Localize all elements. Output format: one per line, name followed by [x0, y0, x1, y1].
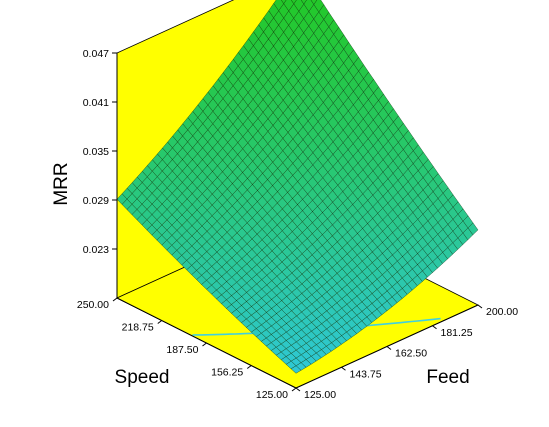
surface-cell — [303, 0, 315, 12]
feed-tick-label: 200.00 — [486, 306, 518, 318]
feed-tick-mark — [295, 387, 301, 392]
surface-cell — [313, 0, 325, 13]
z-axis-title: MRR — [51, 162, 72, 205]
surface-cell — [281, 0, 287, 4]
feed-tick-label: 143.75 — [350, 368, 382, 380]
speed-tick-label: 156.25 — [211, 367, 243, 379]
feed-tick-label: 181.25 — [441, 327, 473, 339]
tick-labels: 125.00 143.75 162.50 181.25 200.00 125.00 156.… — [77, 48, 518, 401]
feed-tick-label: 125.00 — [304, 389, 336, 401]
surface-cell — [273, 0, 284, 12]
surface-cell — [283, 0, 295, 12]
feed-tick-mark — [341, 366, 346, 371]
speed-tick-label: 187.50 — [166, 344, 198, 356]
speed-axis-title: Speed — [115, 367, 170, 388]
surface-cell — [291, 0, 297, 5]
mrr-tick-label: 0.023 — [83, 244, 109, 256]
speed-tick-label: 125.00 — [256, 389, 288, 401]
speed-tick-label: 218.75 — [122, 322, 154, 334]
surface-cell — [310, 0, 318, 5]
feed-tick-mark — [386, 346, 392, 350]
feed-tick-mark — [477, 304, 483, 309]
feed-axis-title: Feed — [426, 367, 469, 388]
mrr-tick-label: 0.041 — [83, 97, 109, 109]
feed-tick-label: 162.50 — [395, 348, 427, 360]
speed-tick-mark — [112, 297, 118, 302]
speed-tick-mark — [202, 342, 207, 347]
mrr-tick-label: 0.029 — [83, 195, 109, 207]
speed-tick-mark — [157, 320, 163, 324]
mrr-tick-label: 0.035 — [83, 146, 109, 158]
response-surface — [116, 0, 479, 374]
speed-tick-label: 250.00 — [77, 299, 109, 311]
feed-tick-mark — [432, 325, 437, 330]
mrr-tick-label: 0.047 — [83, 48, 109, 60]
speed-tick-mark — [246, 365, 252, 369]
speed-tick-mark — [291, 387, 297, 392]
surface-cell — [300, 0, 307, 5]
surface-cell — [293, 0, 305, 12]
